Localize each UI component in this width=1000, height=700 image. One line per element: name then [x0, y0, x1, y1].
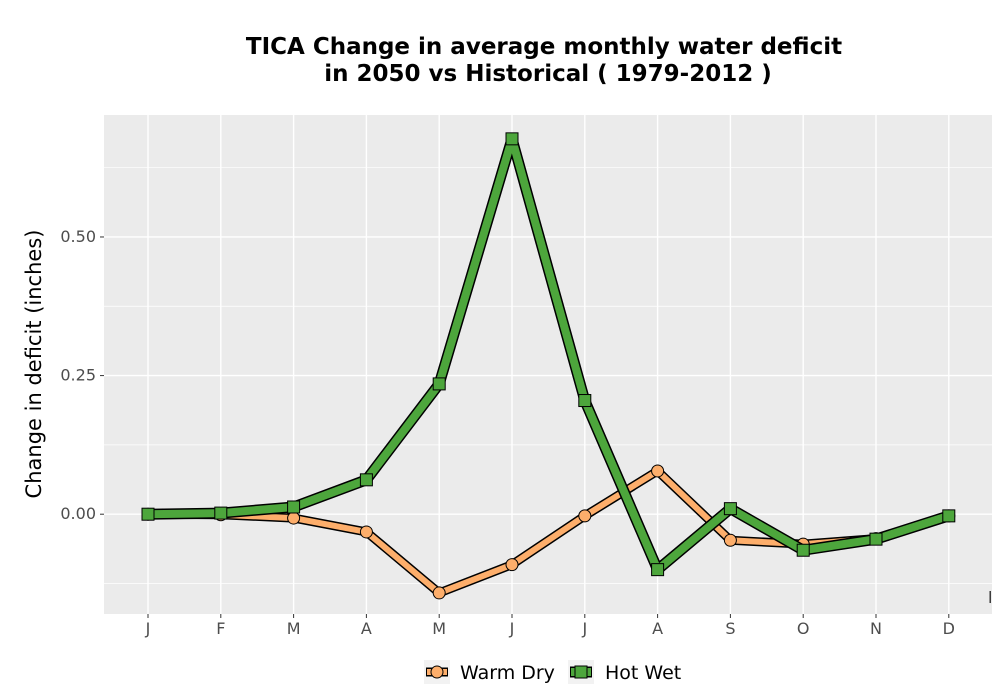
y-axis-title: Change in deficit (inches)	[22, 230, 46, 499]
x-tick-label: D	[943, 619, 955, 638]
data-point	[505, 558, 519, 572]
series-lines	[141, 132, 956, 600]
data-point	[869, 532, 883, 546]
data-point	[723, 502, 737, 516]
legend-item-warm-dry: Warm Dry	[424, 660, 555, 684]
y-tick-label: 0.25	[60, 366, 96, 385]
x-tick-label: M	[432, 619, 446, 638]
data-point	[287, 500, 301, 514]
chart-title-line-2: in 2050 vs Historical ( 1979-2012 )	[324, 61, 771, 87]
data-point	[359, 473, 373, 487]
data-point	[942, 509, 956, 523]
y-tick-label: 0.50	[60, 227, 96, 246]
data-point	[432, 586, 446, 600]
x-tick-label: J	[509, 619, 515, 638]
plot-panel	[104, 115, 992, 614]
data-point	[651, 464, 665, 478]
x-tick-label: N	[870, 619, 882, 638]
x-tick-label: J	[581, 619, 587, 638]
data-point	[796, 543, 810, 557]
x-tick-label: F	[216, 619, 225, 638]
y-axis-ticks: 0.00 0.25 0.50	[60, 227, 104, 523]
data-point	[723, 533, 737, 547]
legend-label: Warm Dry	[460, 662, 555, 684]
data-point	[578, 394, 592, 408]
legend-key-marker	[430, 665, 444, 679]
chart-title-line-1: TICA Change in average monthly water def…	[246, 34, 842, 60]
x-tick-label: O	[797, 619, 810, 638]
legend: Warm Dry Hot Wet	[424, 660, 681, 684]
legend-key-marker	[574, 665, 588, 679]
data-point	[651, 563, 665, 577]
x-tick-label: A	[652, 619, 663, 638]
data-point	[141, 507, 155, 521]
x-tick-label: S	[725, 619, 735, 638]
data-point	[432, 377, 446, 391]
data-point	[359, 525, 373, 539]
data-point	[214, 506, 228, 520]
data-point	[505, 132, 519, 146]
data-point	[578, 509, 592, 523]
series-line	[144, 134, 953, 574]
legend-label: Hot Wet	[605, 662, 681, 684]
legend-item-hot-wet: Hot Wet	[568, 660, 681, 684]
x-tick-label: A	[361, 619, 372, 638]
x-tick-label: J	[145, 619, 151, 638]
corner-mark: l	[988, 588, 992, 607]
y-tick-label: 0.00	[60, 504, 96, 523]
series-hot-wet	[141, 132, 956, 577]
x-tick-label: M	[287, 619, 301, 638]
data-point	[287, 511, 301, 525]
